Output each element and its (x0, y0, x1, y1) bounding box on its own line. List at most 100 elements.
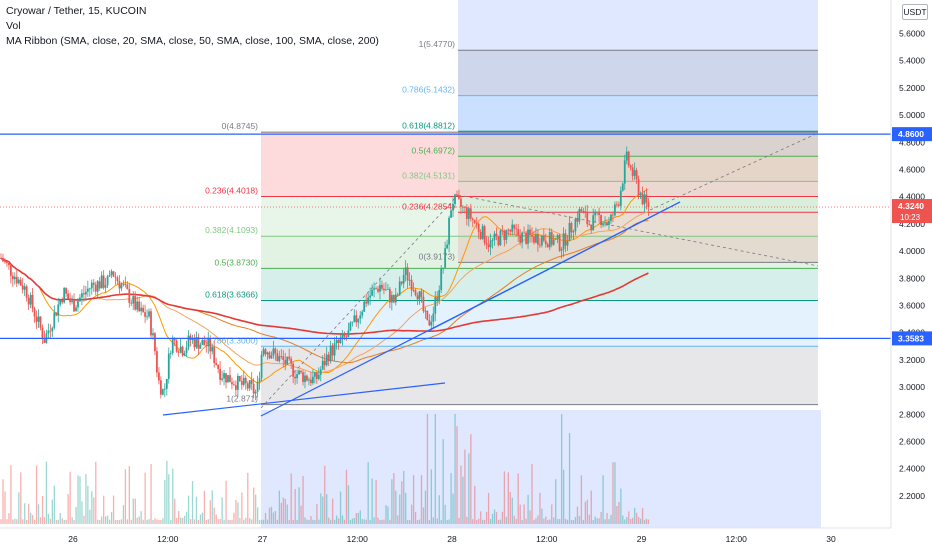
candle-body (207, 338, 210, 347)
candle-body (156, 351, 158, 373)
volume-bar (31, 514, 34, 524)
volume-bar (562, 469, 565, 524)
volume-bar (489, 519, 492, 524)
candle-body (430, 321, 433, 326)
volume-bar (529, 510, 531, 524)
volume-bar (450, 473, 452, 524)
candle-body (90, 282, 93, 289)
currency-selector[interactable]: USDT (902, 4, 928, 20)
volume-bar (81, 501, 83, 524)
candle-body (554, 238, 557, 240)
candle-body (236, 375, 239, 390)
ma-ribbon-indicator-label[interactable]: MA Ribbon (SMA, close, 20, SMA, close, 5… (6, 35, 379, 47)
volume-bar (33, 519, 36, 524)
candles (0, 146, 650, 401)
candle-body (221, 378, 223, 380)
volume-bar (264, 513, 267, 524)
candle-body (487, 244, 490, 248)
candle-body (201, 340, 204, 345)
candle-body (124, 284, 127, 286)
candle-body (187, 335, 190, 348)
fib2-zone (458, 156, 818, 182)
y-tick-label: 3.2000 (899, 355, 925, 365)
candle-body (467, 208, 470, 219)
horizontal-level-price-tag (892, 127, 932, 142)
volume-bar (444, 504, 446, 524)
volume-bar (75, 507, 77, 524)
candle-body (108, 274, 111, 277)
candle-body (473, 219, 476, 223)
volume-bar (160, 520, 162, 524)
fib2-zone (458, 50, 818, 96)
candle-body (280, 356, 283, 357)
volume-indicator-label[interactable]: Vol (6, 20, 21, 32)
volume-bar (333, 519, 336, 524)
candle-body (343, 333, 346, 337)
volume-bar (85, 474, 87, 524)
volume-bar (262, 519, 265, 524)
volume-bar (375, 479, 377, 524)
x-tick-label: 12:00 (347, 534, 369, 544)
volume-bar (272, 512, 275, 524)
candle-body (248, 380, 251, 389)
fib-trend-dashed-3 (649, 132, 819, 211)
volume-bar (302, 476, 304, 524)
x-tick-label: 27 (258, 534, 268, 544)
volume-bar (316, 504, 318, 524)
fib2-zone (458, 95, 818, 132)
volume-bar (95, 461, 97, 524)
volume-bar (138, 516, 140, 524)
fib-trend-dashed-1 (260, 194, 459, 409)
volume-bar (243, 519, 245, 524)
candle-body (252, 383, 255, 394)
fib1-zone (261, 132, 818, 197)
volume-bar (408, 519, 411, 524)
candle-body (477, 223, 480, 232)
volume-bar (519, 504, 521, 524)
volume-bar (430, 469, 433, 524)
candle-body (258, 378, 261, 382)
candle-body (71, 300, 73, 303)
volume-bar (604, 519, 606, 524)
volume-bar (294, 489, 296, 524)
candle-body (266, 352, 269, 355)
y-tick-label: 4.0000 (899, 246, 925, 256)
volume-bar (79, 476, 81, 524)
volume-bar (590, 490, 592, 524)
candle-body (138, 301, 141, 312)
volume-bar (602, 475, 604, 524)
x-tick-label: 12:00 (536, 534, 558, 544)
volume-bar (185, 511, 188, 524)
volume-bar (286, 504, 288, 524)
candle-body (6, 261, 8, 263)
volume-bar (290, 473, 292, 524)
candle-body (15, 276, 18, 284)
volume-bar (337, 518, 340, 524)
volume-bar (39, 517, 42, 524)
candle-body (311, 376, 314, 384)
volume-bar (363, 519, 365, 524)
volume-bar (428, 519, 431, 524)
candle-body (242, 377, 245, 385)
candle-body (256, 381, 259, 392)
candle-body (61, 300, 64, 303)
volume-bar (89, 509, 91, 524)
volume-bar (45, 461, 48, 524)
candle-body (444, 248, 447, 268)
volume-bar (497, 519, 500, 524)
volume-bar (209, 500, 211, 524)
volume-bar (383, 519, 385, 524)
candle-body (11, 275, 14, 280)
symbol-title[interactable]: Cryowar / Tether, 15, KUCOIN (6, 5, 147, 17)
x-tick-label: 29 (637, 534, 647, 544)
volume-bar (0, 519, 2, 524)
candle-body (67, 293, 70, 299)
candle-body (619, 190, 622, 206)
volume-bar (18, 492, 20, 524)
candle-body (475, 222, 478, 224)
volume-bar (434, 414, 436, 524)
volume-bar (140, 511, 142, 524)
candle-body (369, 295, 372, 298)
volume-bar (63, 520, 65, 524)
